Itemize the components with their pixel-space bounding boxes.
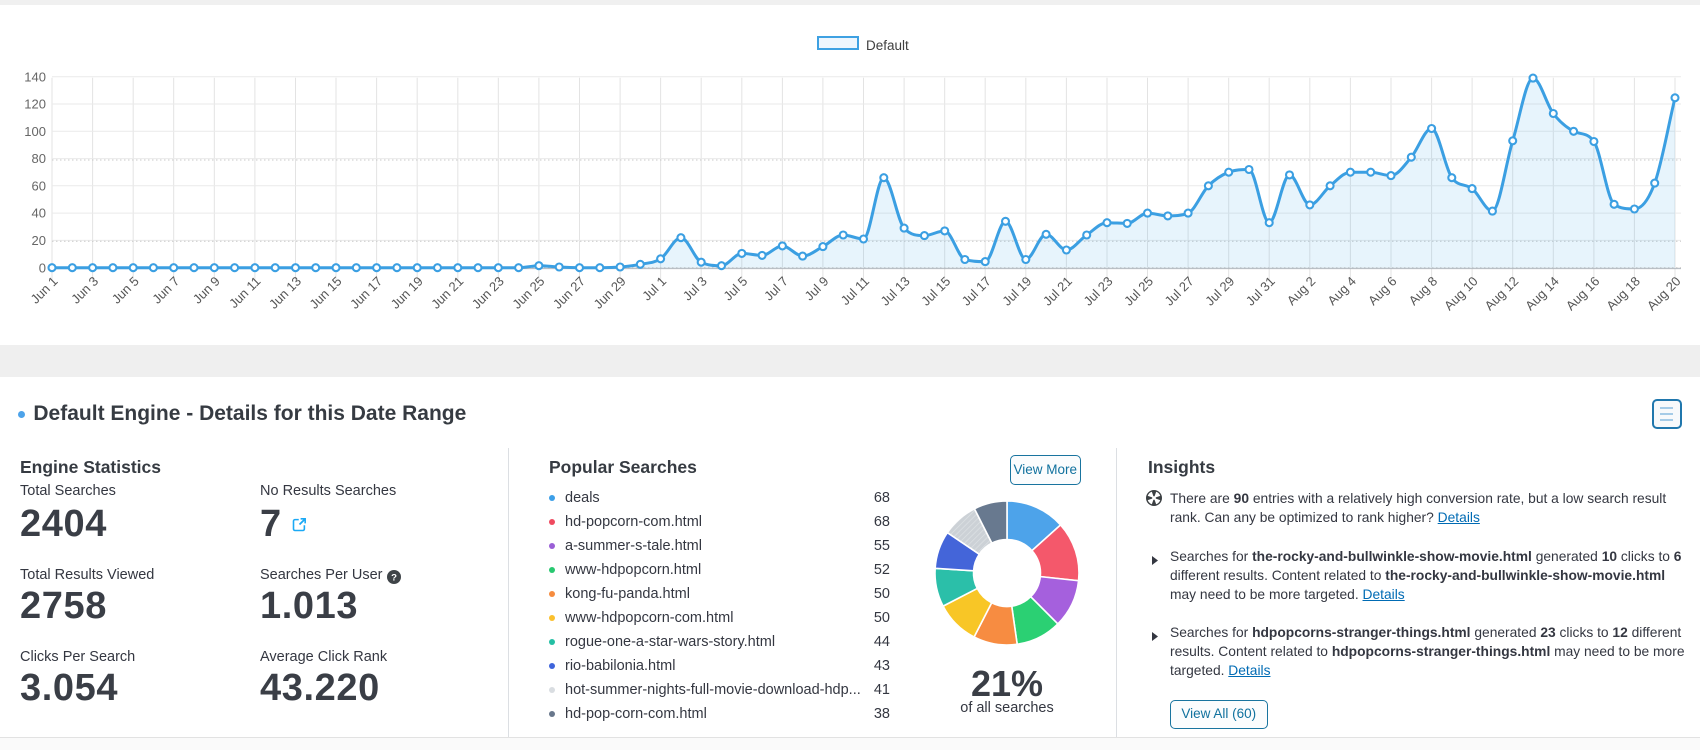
svg-text:Jun 23: Jun 23 <box>469 274 507 312</box>
svg-text:Jul 31: Jul 31 <box>1243 274 1278 309</box>
svg-text:Aug 2: Aug 2 <box>1284 274 1319 309</box>
svg-text:Jun 17: Jun 17 <box>347 274 385 312</box>
svg-text:Jun 7: Jun 7 <box>149 274 182 307</box>
svg-text:Jul 15: Jul 15 <box>918 274 953 309</box>
svg-text:Jun 15: Jun 15 <box>306 274 344 312</box>
svg-text:Jun 27: Jun 27 <box>550 274 588 312</box>
svg-text:Jun 25: Jun 25 <box>509 274 547 312</box>
svg-text:Jul 11: Jul 11 <box>838 274 872 308</box>
svg-text:Jul 17: Jul 17 <box>959 274 994 309</box>
svg-text:Aug 14: Aug 14 <box>1522 274 1562 314</box>
svg-text:Jun 13: Jun 13 <box>266 274 304 312</box>
svg-text:Jul 3: Jul 3 <box>680 274 710 304</box>
svg-text:Jun 1: Jun 1 <box>28 274 61 307</box>
svg-text:Jul 1: Jul 1 <box>639 274 669 304</box>
svg-text:Jul 9: Jul 9 <box>801 274 831 304</box>
svg-text:Jun 5: Jun 5 <box>109 274 142 307</box>
svg-text:Jul 13: Jul 13 <box>878 274 913 309</box>
svg-text:Jun 29: Jun 29 <box>591 274 629 312</box>
svg-text:Jul 21: Jul 21 <box>1040 274 1075 309</box>
svg-text:Jul 29: Jul 29 <box>1202 274 1237 309</box>
svg-text:100: 100 <box>24 124 46 139</box>
svg-text:120: 120 <box>24 97 46 112</box>
svg-text:40: 40 <box>32 206 46 221</box>
svg-text:Aug 20: Aug 20 <box>1644 274 1684 314</box>
svg-text:Jun 3: Jun 3 <box>68 274 101 307</box>
svg-text:Aug 10: Aug 10 <box>1441 274 1481 314</box>
svg-text:Aug 16: Aug 16 <box>1563 274 1603 314</box>
svg-text:?: ? <box>391 573 397 584</box>
svg-text:Jun 21: Jun 21 <box>428 274 466 312</box>
svg-text:140: 140 <box>24 69 46 84</box>
svg-text:Jul 5: Jul 5 <box>720 274 750 304</box>
svg-text:Jul 27: Jul 27 <box>1162 274 1197 309</box>
svg-text:Jul 23: Jul 23 <box>1080 274 1115 309</box>
svg-text:60: 60 <box>32 178 46 193</box>
svg-text:Jun 19: Jun 19 <box>388 274 426 312</box>
svg-text:Jul 7: Jul 7 <box>761 274 791 304</box>
svg-text:Jul 25: Jul 25 <box>1121 274 1156 309</box>
svg-text:Aug 12: Aug 12 <box>1482 274 1522 314</box>
svg-text:0: 0 <box>39 260 46 275</box>
svg-text:Aug 18: Aug 18 <box>1603 274 1643 314</box>
svg-text:Jul 19: Jul 19 <box>999 274 1034 309</box>
svg-text:Aug 8: Aug 8 <box>1406 274 1441 309</box>
svg-text:Aug 4: Aug 4 <box>1324 274 1359 309</box>
svg-text:Jun 11: Jun 11 <box>226 274 264 312</box>
svg-text:20: 20 <box>32 233 46 248</box>
svg-text:80: 80 <box>32 151 46 166</box>
svg-text:Aug 6: Aug 6 <box>1365 274 1400 309</box>
svg-text:Jun 9: Jun 9 <box>190 274 223 307</box>
